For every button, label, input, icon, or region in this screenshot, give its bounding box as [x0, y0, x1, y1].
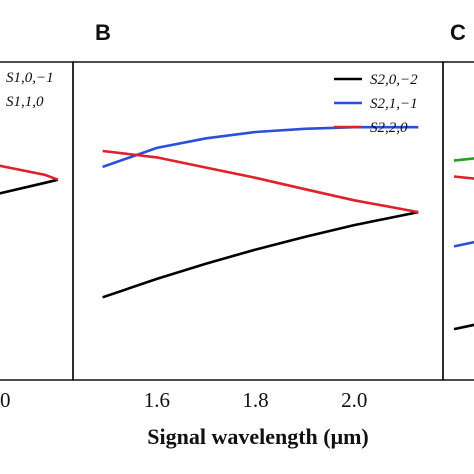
panel-a-legend-label-2: S1,1,0 [6, 94, 44, 110]
panel-b-x-ticks: 1.6 1.8 2.0 [144, 388, 368, 412]
legend-label: S2,2,0 [370, 120, 408, 136]
panel-c-line-4 [453, 323, 474, 331]
x-axis-title: Signal wavelength (μm) [147, 424, 368, 449]
series-line-3 [102, 149, 419, 214]
x-tick-label: 2.0 [341, 388, 367, 412]
legend-label: S2,0,−2 [370, 72, 418, 88]
panel-a-legend-label-1: S1,0,−1 [6, 70, 54, 86]
panel-c-frame [442, 61, 474, 381]
panel-a-series [0, 164, 59, 195]
x-tick-label: 1.6 [144, 388, 170, 412]
x-tick-label: 1.8 [242, 388, 268, 412]
panel-c-series [453, 157, 474, 331]
panel-a-x-tick-label: 0 [0, 388, 11, 412]
panel-b-series [102, 125, 419, 299]
panel-c-line-2 [453, 175, 474, 180]
panel-b-letter: B [95, 20, 111, 45]
panel-a-line-1 [0, 178, 59, 195]
panel-c-line-3 [453, 240, 474, 248]
legend-label: S2,1,−1 [370, 96, 418, 112]
panel-a-line-2 [0, 164, 59, 181]
series-line-1 [102, 210, 419, 299]
panel-c-letter: C [450, 20, 466, 45]
panel-c-line-1 [453, 157, 474, 162]
panel-b-legend: S2,0,−2 S2,1,−1 S2,2,0 [334, 72, 418, 136]
